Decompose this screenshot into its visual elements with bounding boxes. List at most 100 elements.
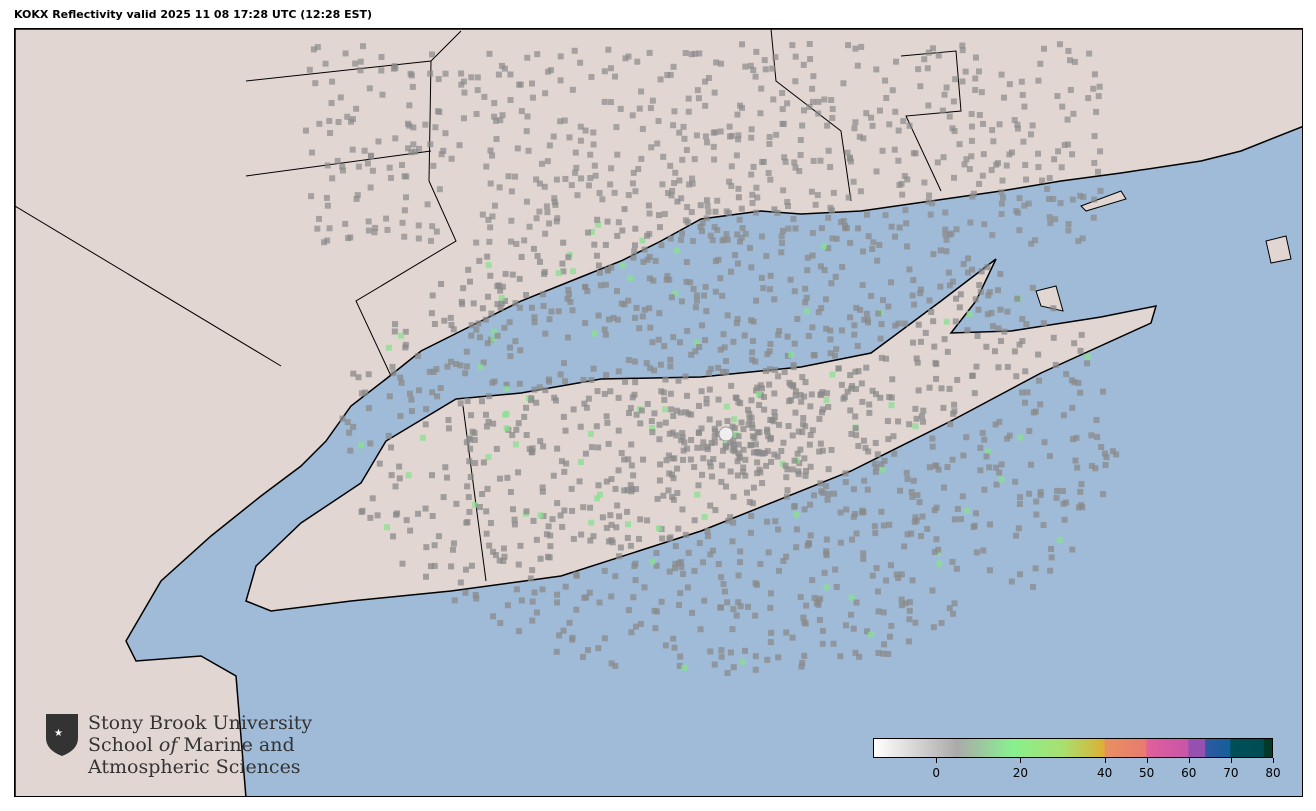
echo-cell <box>905 638 912 645</box>
echo-cell <box>995 325 1002 332</box>
echo-cell <box>993 161 1000 168</box>
echo-cell <box>985 292 992 299</box>
echo-cell <box>773 131 780 138</box>
echo-cell <box>367 152 374 159</box>
echo-cell <box>664 273 671 280</box>
echo-cell <box>699 220 706 227</box>
echo-cell <box>866 401 873 408</box>
echo-cell <box>516 380 523 387</box>
echo-cell <box>850 486 857 493</box>
echo-cell <box>670 635 677 642</box>
echo-cell <box>691 50 698 57</box>
echo-cell <box>847 239 854 246</box>
radar-map[interactable] <box>14 28 1303 797</box>
echo-cell <box>539 484 546 491</box>
echo-cell <box>794 450 801 457</box>
echo-cell <box>880 297 887 304</box>
echo-cell <box>1065 227 1072 234</box>
echo-cell <box>761 406 768 413</box>
echo-cell <box>733 320 740 327</box>
echo-cell <box>447 358 454 365</box>
echo-cell <box>1040 45 1047 52</box>
echo-cell <box>615 427 622 434</box>
echo-cell <box>906 122 913 129</box>
echo-cell <box>819 447 826 454</box>
colorbar-tick-label: 0 <box>932 766 940 780</box>
echo-cell <box>692 348 699 355</box>
echo-cell <box>476 257 483 264</box>
echo-cell <box>747 62 754 69</box>
echo-cell <box>671 565 678 572</box>
echo-cell <box>860 550 867 557</box>
echo-cell <box>998 200 1005 207</box>
echo-cell <box>776 328 783 335</box>
echo-cell <box>561 117 568 124</box>
echo-cell <box>595 262 602 269</box>
echo-cell <box>720 581 727 588</box>
echo-cell <box>649 425 656 432</box>
echo-cell <box>599 514 606 521</box>
echo-cell <box>792 53 799 60</box>
echo-cell <box>308 193 315 200</box>
echo-cell <box>892 58 899 65</box>
echo-cell <box>784 352 791 359</box>
echo-cell <box>850 178 857 185</box>
echo-cell <box>433 228 440 235</box>
echo-cell <box>757 560 764 567</box>
echo-cell <box>566 134 573 141</box>
echo-cell <box>709 473 716 480</box>
echo-cell <box>516 81 523 88</box>
echo-cell <box>479 211 486 218</box>
echo-cell <box>903 220 910 227</box>
echo-cell <box>840 218 847 225</box>
echo-cell <box>1037 60 1044 67</box>
echo-cell <box>518 108 525 115</box>
echo-cell <box>1032 408 1039 415</box>
echo-cell <box>656 477 663 484</box>
echo-cell <box>1019 91 1026 98</box>
echo-cell <box>762 66 769 73</box>
echo-cell <box>946 605 953 612</box>
echo-cell <box>1100 388 1107 395</box>
echo-cell <box>630 472 637 479</box>
echo-cell <box>1017 494 1024 501</box>
echo-cell <box>484 293 491 300</box>
echo-cell <box>944 464 951 471</box>
echo-cell <box>825 147 832 154</box>
echo-cell <box>855 225 862 232</box>
echo-cell <box>815 110 822 117</box>
echo-cell <box>672 169 679 176</box>
echo-cell <box>523 432 530 439</box>
echo-cell <box>901 543 908 550</box>
echo-cell <box>1065 47 1072 54</box>
echo-cell <box>724 312 731 319</box>
echo-cell <box>504 602 511 609</box>
echo-cell <box>539 488 546 495</box>
echo-cell <box>599 196 606 203</box>
echo-cell <box>720 447 727 454</box>
echo-cell <box>800 107 807 114</box>
echo-cell <box>1084 360 1091 367</box>
echo-cell <box>365 218 372 225</box>
echo-cell <box>588 376 595 383</box>
echo-cell <box>538 160 545 167</box>
echo-cell <box>768 458 775 465</box>
echo-cell <box>608 264 615 271</box>
echo-cell <box>648 418 655 425</box>
echo-cell <box>1077 389 1084 396</box>
echo-cell <box>493 445 500 452</box>
echo-cell <box>1004 363 1011 370</box>
echo-cell <box>1090 85 1097 92</box>
echo-cell <box>627 482 634 489</box>
echo-cell <box>1078 502 1085 509</box>
echo-cell <box>781 154 788 161</box>
echo-cell <box>329 175 336 182</box>
echo-cell <box>783 493 790 500</box>
echo-cell <box>1052 361 1059 368</box>
echo-cell <box>431 542 438 549</box>
echo-cell <box>936 560 943 567</box>
echo-cell <box>878 354 885 361</box>
echo-cell <box>732 394 739 401</box>
echo-cell <box>802 423 809 430</box>
echo-cell <box>926 384 933 391</box>
